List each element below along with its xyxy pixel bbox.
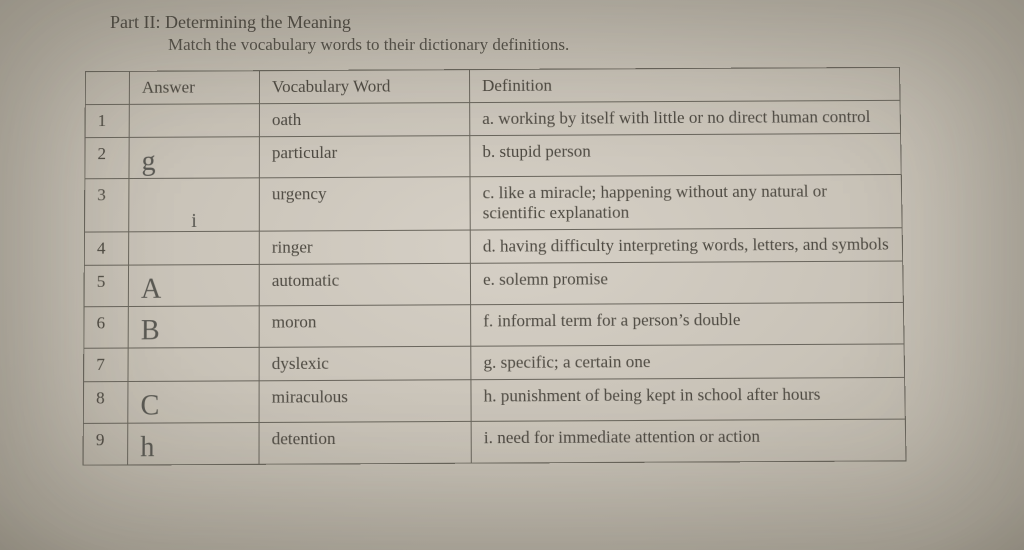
definition-text: h. punishment of being kept in school af… [471, 377, 905, 421]
table-row: 4 ringer d. having difficulty interpreti… [84, 228, 902, 266]
definition-text: i. need for immediate attention or actio… [471, 419, 906, 463]
answer-cell: B [128, 306, 259, 348]
row-number: 2 [85, 137, 129, 178]
answer-cell [129, 104, 259, 138]
answer-cell: i [129, 178, 260, 232]
table-row: 6 B moron f. informal term for a person’… [84, 302, 904, 348]
vocab-word: detention [259, 421, 471, 464]
header-word: Vocabulary Word [259, 70, 469, 104]
table-header-row: Answer Vocabulary Word Definition [85, 67, 900, 104]
table-row: 8 C miraculous h. punishment of being ke… [83, 377, 905, 423]
handwritten-answer: g [142, 148, 156, 176]
definition-text: b. stupid person [470, 133, 901, 176]
definition-text: c. like a miracle; happening without any… [470, 174, 902, 230]
heading-title: Part II: Determining the Meaning [110, 12, 1004, 33]
row-number: 6 [84, 307, 129, 349]
vocab-word: ringer [259, 230, 470, 264]
row-number: 1 [85, 104, 129, 137]
handwritten-answer: A [141, 276, 161, 304]
answer-cell: A [128, 264, 259, 306]
header-answer: Answer [129, 71, 259, 105]
row-number: 9 [83, 423, 128, 465]
answer-cell: g [129, 137, 259, 179]
handwritten-answer: B [141, 317, 160, 345]
vocab-word: moron [259, 305, 471, 348]
table-row: 9 h detention i. need for immediate atte… [83, 419, 906, 465]
handwritten-answer: h [140, 434, 154, 463]
row-number: 5 [84, 265, 128, 307]
answer-cell: h [128, 423, 259, 465]
vocab-word: particular [259, 136, 470, 178]
vocab-word: dyslexic [259, 346, 471, 381]
vocab-word: automatic [259, 263, 470, 306]
row-number: 8 [83, 382, 128, 424]
header-definition: Definition [470, 67, 901, 102]
row-number: 4 [84, 232, 128, 265]
handwritten-answer: C [140, 392, 159, 421]
answer-cell: C [128, 381, 259, 423]
vocab-word: oath [259, 103, 469, 137]
table-row: 7 dyslexic g. specific; a certain one [84, 344, 905, 382]
handwritten-extra: i [191, 211, 197, 231]
header-num [85, 71, 129, 104]
heading-subtitle: Match the vocabulary words to their dict… [168, 35, 1004, 55]
table-row: 3 i urgency c. like a miracle; happening… [85, 174, 903, 232]
definition-text: a. working by itself with little or no d… [470, 100, 901, 135]
table-row: 5 A automatic e. solemn promise [84, 261, 903, 307]
table-row: 1 oath a. working by itself with little … [85, 100, 900, 137]
definition-text: g. specific; a certain one [471, 344, 905, 380]
definition-text: d. having difficulty interpreting words,… [470, 228, 902, 264]
vocab-word: miraculous [259, 380, 471, 423]
worksheet-page: Part II: Determining the Meaning Match t… [0, 0, 1024, 460]
row-number: 3 [85, 179, 129, 233]
answer-cell [129, 231, 260, 265]
vocab-table: Answer Vocabulary Word Definition 1 oath… [83, 67, 907, 466]
table-row: 2 g particular b. stupid person [85, 133, 901, 178]
answer-cell [128, 347, 259, 381]
definition-text: e. solemn promise [470, 261, 903, 305]
vocab-word: urgency [259, 177, 470, 231]
heading-block: Part II: Determining the Meaning Match t… [110, 12, 1004, 55]
row-number: 7 [84, 348, 129, 382]
definition-text: f. informal term for a person’s double [471, 302, 904, 346]
